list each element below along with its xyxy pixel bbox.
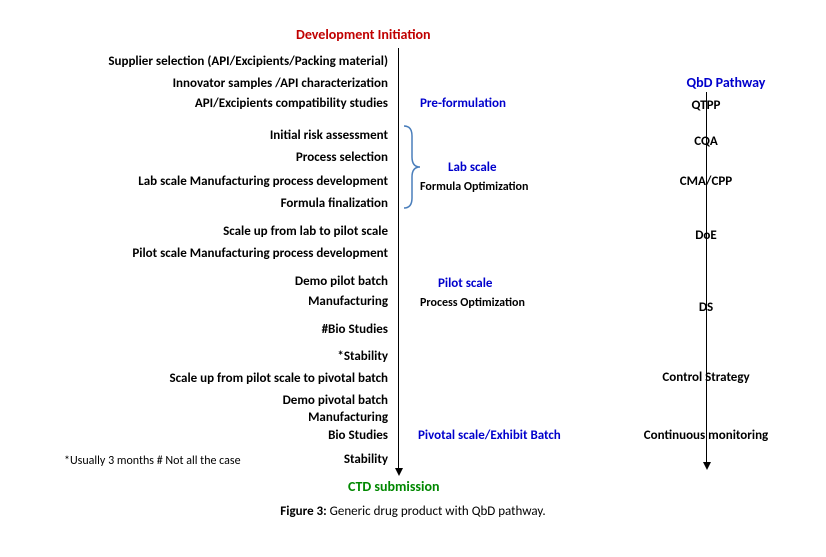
left-item: Formula finalization <box>0 196 388 211</box>
caption-label: Figure 3: <box>280 504 326 519</box>
left-item: Initial risk assessment <box>0 128 388 143</box>
phase-label: Pilot scale <box>438 276 492 291</box>
left-arrow-head <box>395 468 403 476</box>
qbd-item: Control Strategy <box>626 370 786 385</box>
brace <box>404 126 420 208</box>
qbd-item: QTPP <box>626 98 786 113</box>
qbd-title: QbD Pathway <box>666 74 786 91</box>
qbd-item: DS <box>626 300 786 315</box>
phase-sublabel: Formula Optimization <box>420 180 528 194</box>
phase-label: Pivotal scale/Exhibit Batch <box>418 428 561 443</box>
qbd-item: CMA/CPP <box>626 174 786 189</box>
left-item: Innovator samples /API characterization <box>0 76 388 91</box>
qbd-item: Continuous monitoring <box>626 428 786 443</box>
left-item: *Stability <box>0 349 388 364</box>
left-item: #Bio Studies <box>0 322 388 337</box>
left-item: Manufacturing <box>0 410 388 425</box>
phase-label: Pre-formulation <box>420 96 506 111</box>
left-item: Scale up from lab to pilot scale <box>0 224 388 239</box>
caption-text: Generic drug product with QbD pathway. <box>327 504 546 519</box>
left-arrow-line <box>398 48 399 468</box>
left-item: Scale up from pilot scale to pivotal bat… <box>0 371 388 386</box>
left-item: Manufacturing <box>0 294 388 309</box>
left-item: API/Excipients compatibility studies <box>0 96 388 111</box>
left-item: Demo pilot batch <box>0 274 388 289</box>
left-item: Bio Studies <box>0 428 388 443</box>
left-item: Pilot scale Manufacturing process develo… <box>0 246 388 261</box>
title: Development Initiation <box>296 26 431 43</box>
phase-sublabel: Process Optimization <box>420 296 525 310</box>
qbd-item: CQA <box>626 134 786 149</box>
left-item: Demo pivotal batch <box>0 393 388 408</box>
footnote: *Usually 3 months # Not all the case <box>64 454 241 468</box>
phase-label: Lab scale <box>448 160 497 175</box>
qbd-item: DoE <box>626 228 786 243</box>
right-arrow-head <box>703 462 711 470</box>
left-item: Lab scale Manufacturing process developm… <box>0 174 388 189</box>
left-item: Supplier selection (API/Excipients/Packi… <box>0 54 388 69</box>
ctd-submission: CTD submission <box>348 478 440 495</box>
left-item: Process selection <box>0 150 388 165</box>
figure-caption: Figure 3: Generic drug product with QbD … <box>0 504 826 519</box>
